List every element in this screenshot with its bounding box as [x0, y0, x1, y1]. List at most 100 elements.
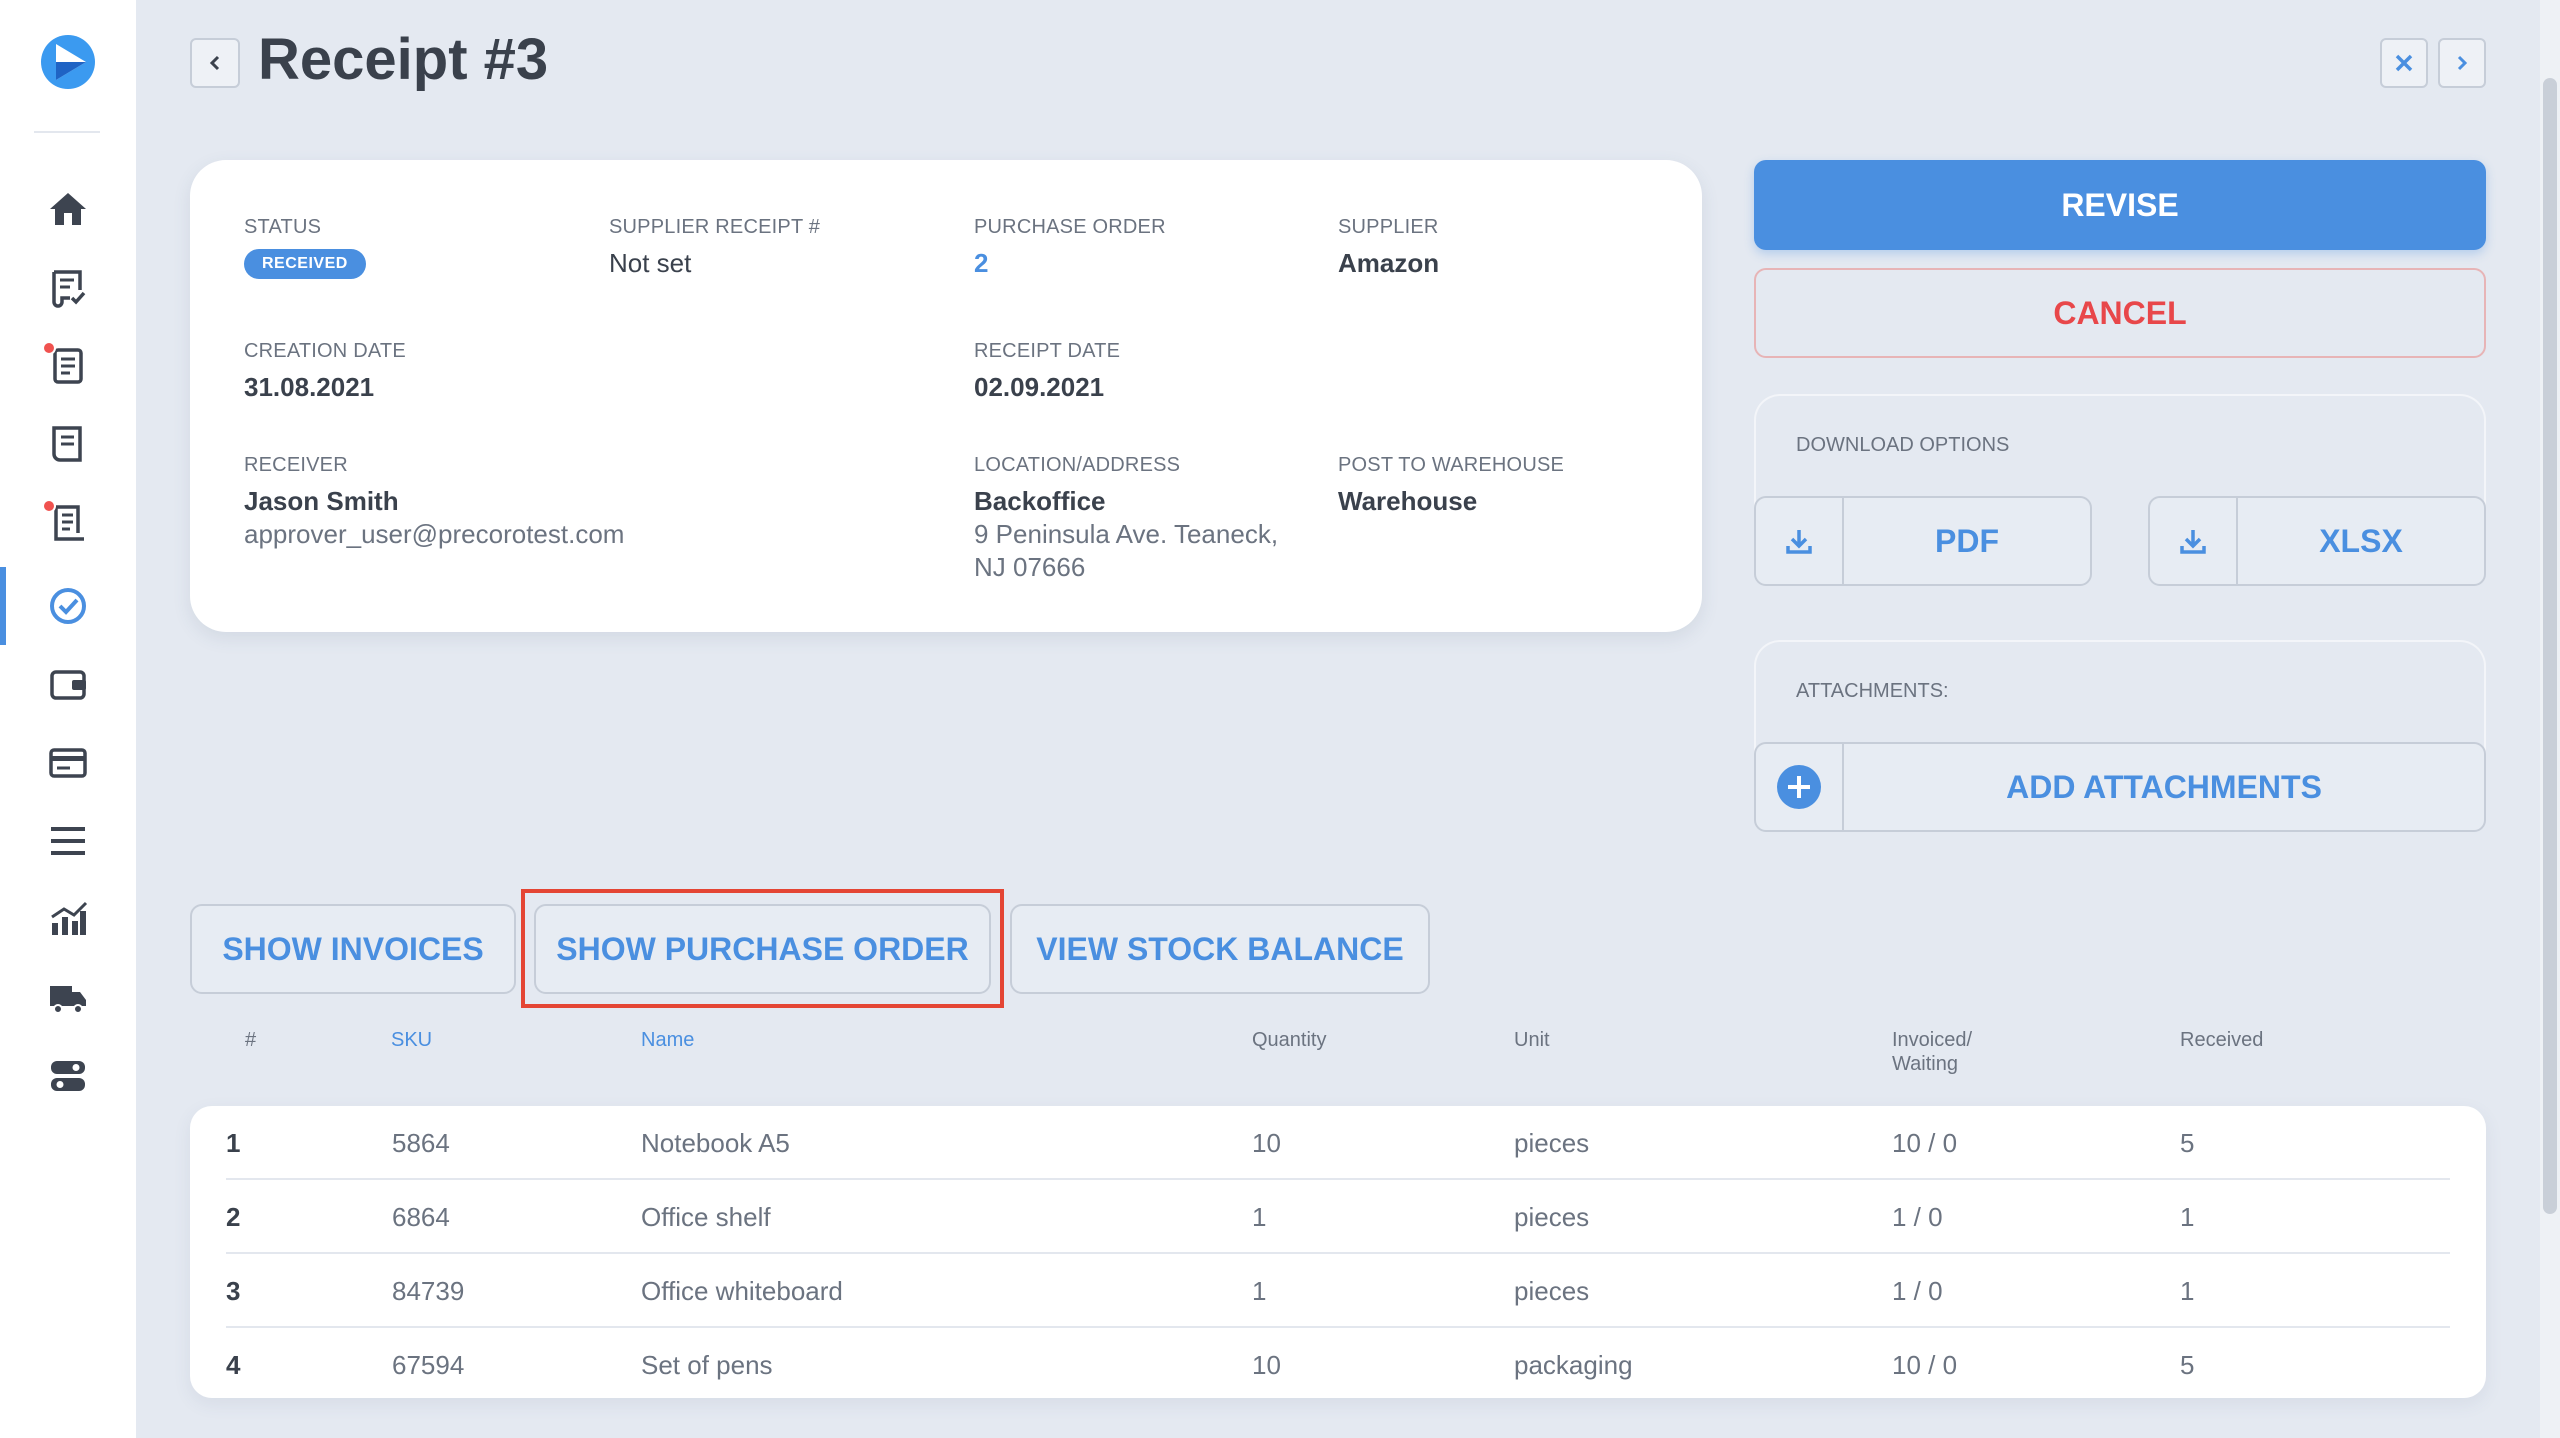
table-row[interactable]: 2 6864 Office shelf 1 pieces 1 / 0 1 — [190, 1180, 2486, 1254]
cell-invoiced: 10 / 0 — [1892, 1128, 1958, 1158]
sidebar-item-cards[interactable] — [0, 724, 136, 802]
purchase-order-field: PURCHASE ORDER 2 — [974, 216, 1166, 280]
supplier-value: Amazon — [1338, 248, 1440, 278]
attachments-label: ATTACHMENTS: — [1796, 680, 1949, 702]
revise-button[interactable]: REVISE — [1754, 160, 2486, 250]
download-icon — [1786, 530, 1812, 554]
download-icon-wrap — [1756, 498, 1844, 584]
menu-icon — [51, 827, 85, 855]
attachments-panel — [1754, 640, 2486, 770]
receiver-name: Jason Smith — [244, 486, 399, 516]
cell-sku: 84739 — [392, 1276, 465, 1306]
add-attachments-button[interactable]: ADD ATTACHMENTS — [1754, 742, 2486, 832]
orders-icon — [52, 426, 82, 462]
download-options-label: DOWNLOAD OPTIONS — [1796, 434, 2010, 456]
cell-received: 5 — [2180, 1128, 2195, 1158]
status-badge: RECEIVED — [244, 249, 366, 279]
cell-received: 5 — [2180, 1350, 2195, 1380]
cell-num: 1 — [226, 1128, 241, 1158]
row-divider — [226, 1178, 2450, 1180]
cell-unit: pieces — [1514, 1128, 1590, 1158]
invoices-icon — [54, 505, 84, 541]
sidebar-item-purchase-orders[interactable] — [0, 327, 136, 405]
column-header-num: # — [245, 1029, 257, 1051]
page-title: Receipt #3 — [258, 27, 549, 92]
sidebar-item-invoices[interactable] — [0, 484, 136, 562]
location-address-line1: 9 Peninsula Ave. Teaneck, — [974, 519, 1279, 549]
cell-sku: 5864 — [392, 1128, 450, 1158]
sidebar — [0, 0, 136, 1438]
show-purchase-order-button[interactable]: SHOW PURCHASE ORDER — [534, 904, 991, 994]
next-button[interactable] — [2438, 38, 2486, 88]
sidebar-item-wallet[interactable] — [0, 645, 136, 723]
cell-quantity: 1 — [1252, 1202, 1267, 1232]
plus-circle-icon — [1777, 765, 1821, 809]
settings-icon — [51, 1061, 85, 1091]
receiver-email: approver_user@precorotest.com — [244, 519, 625, 549]
cell-name: Office shelf — [641, 1202, 771, 1232]
cell-name: Office whiteboard — [641, 1276, 843, 1306]
cell-name: Notebook A5 — [641, 1128, 790, 1158]
cell-unit: pieces — [1514, 1276, 1590, 1306]
cell-invoiced: 1 / 0 — [1892, 1202, 1943, 1232]
column-header-received: Received — [2180, 1029, 2264, 1051]
status-label: STATUS — [244, 216, 322, 238]
sidebar-divider — [34, 131, 100, 133]
column-header-name[interactable]: Name — [641, 1029, 695, 1051]
app-logo[interactable] — [40, 34, 96, 90]
scrollbar-thumb[interactable] — [2543, 78, 2557, 1214]
column-header-invoiced-line2: Waiting — [1892, 1053, 1958, 1075]
chevron-right-icon — [2457, 55, 2468, 71]
sidebar-item-analytics[interactable] — [0, 880, 136, 958]
table-row[interactable]: 1 5864 Notebook A5 10 pieces 10 / 0 5 — [190, 1106, 2486, 1180]
sidebar-item-settings[interactable] — [0, 1037, 136, 1115]
table-row[interactable]: 4 67594 Set of pens 10 packaging 10 / 0 … — [190, 1328, 2486, 1398]
notification-dot — [42, 499, 56, 513]
cancel-button[interactable]: CANCEL — [1754, 268, 2486, 358]
purchase-order-link[interactable]: 2 — [974, 248, 989, 278]
status-field: STATUS RECEIVED — [244, 216, 366, 279]
table-row[interactable]: 3 84739 Office whiteboard 1 pieces 1 / 0… — [190, 1254, 2486, 1328]
download-icon — [2180, 530, 2206, 554]
table-header: # SKU Name Quantity Unit Invoiced/ Waiti… — [0, 1028, 2560, 1078]
plus-icon-wrap — [1756, 744, 1844, 830]
row-divider — [226, 1326, 2450, 1328]
pdf-label: PDF — [1935, 522, 1999, 559]
column-header-invoiced-line1: Invoiced/ — [1892, 1029, 1973, 1051]
sidebar-item-home[interactable] — [0, 170, 136, 248]
warehouse-label: POST TO WAREHOUSE — [1338, 454, 1565, 476]
receiver-label: RECEIVER — [244, 454, 348, 476]
back-button[interactable] — [190, 38, 240, 88]
sidebar-item-orders[interactable] — [0, 405, 136, 483]
cell-num: 2 — [226, 1202, 241, 1232]
sidebar-item-requests[interactable] — [0, 249, 136, 327]
close-button[interactable] — [2380, 38, 2428, 88]
receipts-icon — [50, 588, 86, 624]
cell-quantity: 10 — [1252, 1350, 1281, 1380]
cell-invoiced: 1 / 0 — [1892, 1276, 1943, 1306]
sidebar-item-delivery[interactable] — [0, 959, 136, 1037]
view-stock-balance-button[interactable]: VIEW STOCK BALANCE — [1010, 904, 1430, 994]
column-header-unit: Unit — [1514, 1029, 1550, 1051]
warehouse-value: Warehouse — [1338, 486, 1478, 516]
sidebar-item-menu[interactable] — [0, 802, 136, 880]
receipt-details-card: STATUS RECEIVED SUPPLIER RECEIPT # Not s… — [190, 160, 1702, 632]
supplier-field: SUPPLIER Amazon — [1338, 216, 1439, 280]
sidebar-item-receipts[interactable] — [0, 567, 136, 645]
show-invoices-button[interactable]: SHOW INVOICES — [190, 904, 516, 994]
cell-quantity: 10 — [1252, 1128, 1281, 1158]
cell-unit: pieces — [1514, 1202, 1590, 1232]
cell-num: 4 — [226, 1350, 241, 1380]
cell-sku: 67594 — [392, 1350, 465, 1380]
analytics-icon — [51, 901, 88, 935]
notification-dot — [42, 341, 56, 355]
cell-received: 1 — [2180, 1202, 2195, 1232]
purchase-order-label: PURCHASE ORDER — [974, 216, 1166, 238]
cell-invoiced: 10 / 0 — [1892, 1350, 1958, 1380]
download-pdf-button[interactable]: PDF — [1754, 496, 2092, 586]
column-header-sku[interactable]: SKU — [391, 1029, 433, 1051]
download-options-panel — [1754, 394, 2486, 524]
active-indicator — [0, 567, 6, 645]
download-xlsx-button[interactable]: XLSX — [2148, 496, 2486, 586]
delivery-icon — [50, 986, 86, 1014]
